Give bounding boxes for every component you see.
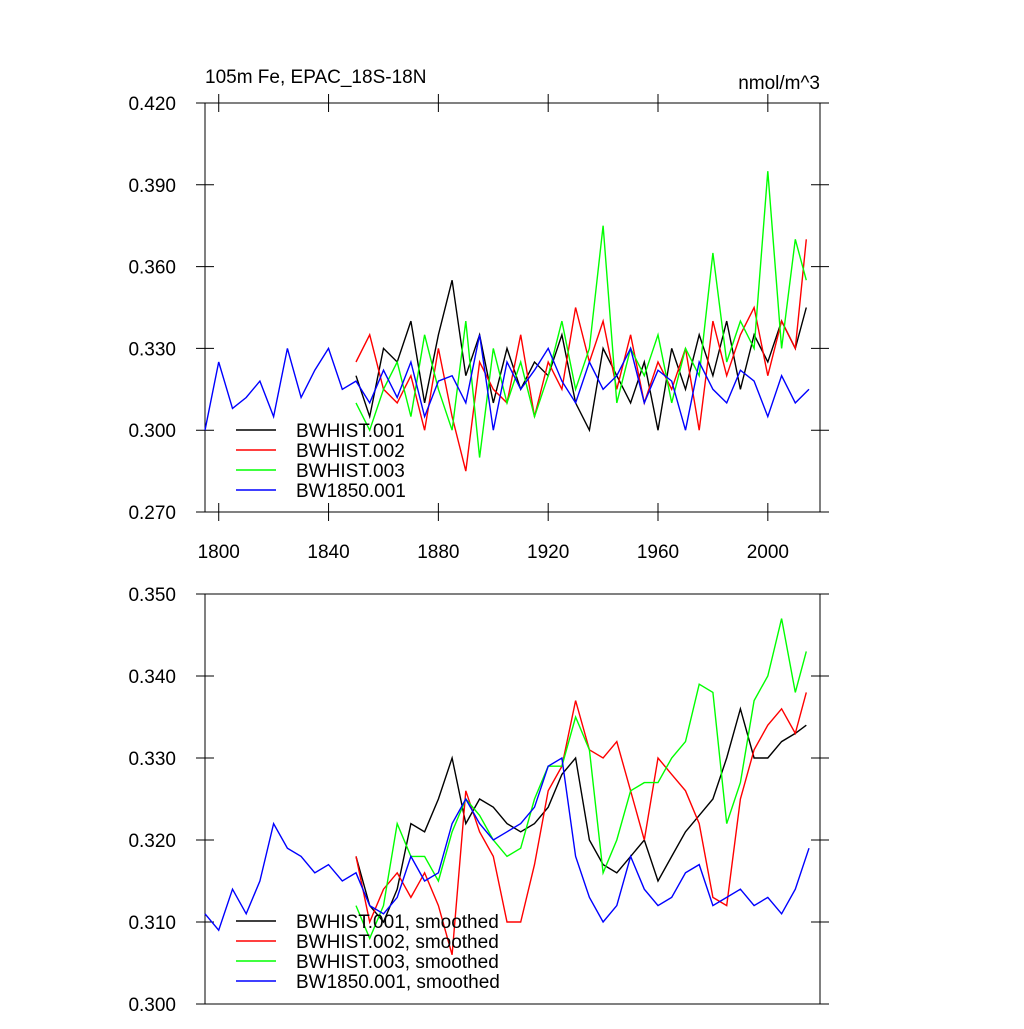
unit-label: nmol/m^3 <box>738 73 820 94</box>
y-tick-label: 0.300 <box>128 421 176 442</box>
chart-title: 105m Fe, EPAC_18S-18N <box>205 67 426 88</box>
legend-label: BWHIST.003, smoothed <box>296 952 499 973</box>
series-line <box>355 618 807 941</box>
plot-frame <box>204 102 821 513</box>
y-tick-label: 0.350 <box>128 585 176 606</box>
plot-frame <box>204 593 821 1005</box>
legend-label: BWHIST.002, smoothed <box>296 932 499 953</box>
x-tick-label: 1800 <box>198 542 240 563</box>
x-tick-label: 1920 <box>527 542 569 563</box>
y-tick-label: 0.390 <box>128 176 176 197</box>
x-tick-label: 1880 <box>417 542 459 563</box>
y-tick-label: 0.340 <box>128 667 176 688</box>
x-tick-label: 1960 <box>637 542 679 563</box>
legend-label: BWHIST.003 <box>296 461 405 482</box>
legend-label: BWHIST.001 <box>296 421 405 442</box>
y-tick-label: 0.330 <box>128 749 176 770</box>
x-tick-label: 1840 <box>307 542 349 563</box>
legend-label: BWHIST.001, smoothed <box>296 912 499 933</box>
y-tick-label: 0.360 <box>128 258 176 279</box>
series-line <box>204 334 810 431</box>
x-tick-label: 2000 <box>747 542 789 563</box>
series-line <box>355 692 807 955</box>
y-tick-label: 0.330 <box>128 339 176 360</box>
series-line <box>355 280 807 433</box>
series-line <box>355 171 807 458</box>
series-line <box>204 756 810 932</box>
legend-label: BW1850.001 <box>296 481 406 502</box>
legend-label: BW1850.001, smoothed <box>296 972 500 993</box>
y-tick-label: 0.320 <box>128 831 176 852</box>
y-tick-label: 0.310 <box>128 913 176 934</box>
y-tick-label: 0.300 <box>128 995 176 1016</box>
series-line <box>355 706 807 924</box>
legend-label: BWHIST.002 <box>296 441 405 462</box>
y-tick-label: 0.270 <box>128 503 176 524</box>
series-line <box>355 239 807 472</box>
y-tick-label: 0.420 <box>128 94 176 115</box>
